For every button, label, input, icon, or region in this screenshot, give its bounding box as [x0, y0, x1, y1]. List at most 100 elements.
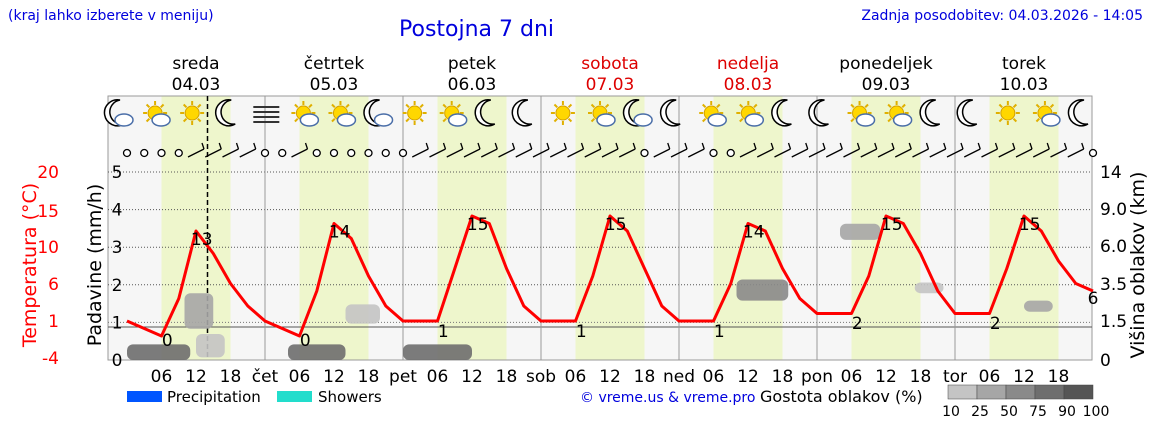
sun-ray — [405, 103, 410, 109]
sun-ray — [901, 103, 906, 109]
sun-ray — [998, 117, 1003, 123]
small-cloud — [596, 113, 616, 127]
x-tick-label: 18 — [358, 367, 380, 387]
sun-cloud-icon — [291, 101, 320, 127]
wind-barb-icon — [480, 148, 498, 158]
wind-barb-icon — [253, 142, 257, 150]
wind-barb-icon — [787, 142, 792, 150]
x-tick-label: 18 — [1048, 367, 1070, 387]
wind-barb-icon — [580, 142, 585, 150]
legend-showers-label: Showers — [318, 388, 382, 406]
wind-barb-icon — [567, 148, 584, 158]
moon-icon — [956, 99, 978, 127]
wind-barb-icon — [839, 142, 843, 150]
wind-barb-icon — [791, 148, 809, 158]
legend-cloud-swatch — [976, 384, 1007, 400]
sun-icon — [402, 101, 427, 125]
temperature-label: 6 — [1088, 289, 1099, 309]
wind-barb-icon — [511, 142, 516, 150]
y-tick-cloud-height: 0 — [1100, 351, 1111, 371]
legend-cloud-swatch — [1063, 384, 1094, 400]
y-tick-temp: 10 — [37, 238, 59, 258]
credit-link: © vreme.us & vreme.pro — [580, 390, 755, 406]
sun-ray — [850, 103, 855, 109]
sun-ray — [739, 117, 744, 123]
sun-ray — [887, 117, 892, 123]
wind-barb-icon — [912, 148, 929, 158]
moon-crescent — [956, 99, 978, 127]
wind-barb-icon — [563, 142, 567, 150]
sun-ray — [294, 117, 299, 123]
wind-calm-icon — [157, 148, 166, 158]
sun-ray — [864, 103, 869, 109]
last-updated: Zadnja posodobitev: 04.03.2026 - 14:05 — [861, 8, 1143, 24]
wind-barb-icon — [615, 142, 619, 150]
moon-crescent — [214, 99, 236, 127]
wind-barb-icon — [825, 148, 843, 158]
wind-barb-icon — [1015, 148, 1033, 158]
sun-cloud-icon — [884, 101, 913, 127]
moon-cloud-icon — [103, 99, 134, 127]
wind-barb-icon — [204, 148, 222, 158]
temperature-label: 1 — [576, 322, 587, 342]
x-tick-label: 12 — [1013, 367, 1035, 387]
wind-calm-icon — [312, 148, 321, 158]
wind-barb-icon — [977, 142, 981, 150]
sun-ray — [197, 103, 202, 109]
x-tick-label: 12 — [323, 367, 345, 387]
moon-icon — [808, 99, 829, 127]
x-tick-label: 12 — [599, 367, 621, 387]
wind-barb-icon — [874, 142, 878, 150]
day-date: 06.03 — [448, 75, 497, 95]
y-tick-temp: 1 — [48, 312, 59, 332]
wind-barb-icon — [546, 142, 550, 150]
cloud-patch — [184, 293, 214, 329]
x-day-label: čet — [252, 367, 279, 387]
day-date: 10.03 — [1000, 75, 1049, 95]
x-day-label: pet — [389, 367, 417, 387]
wind-barb-icon — [981, 148, 998, 158]
wind-barb-icon — [1081, 142, 1085, 150]
small-cloud — [151, 113, 171, 127]
cloud-patch — [1024, 300, 1053, 312]
sun-cloud-icon — [736, 101, 765, 127]
wind-barb-icon — [429, 148, 446, 158]
sun-ray — [567, 117, 573, 123]
moon-icon — [474, 99, 496, 127]
wind-barb-icon — [1012, 142, 1016, 150]
moon-crescent — [511, 99, 533, 127]
wind-calm-icon — [398, 148, 408, 158]
wind-calm-icon — [640, 148, 649, 158]
moon-icon — [214, 99, 236, 127]
y-label-precip: Padavine (mm/h) — [84, 184, 106, 347]
sun-disc — [1000, 105, 1016, 121]
x-tick-label: 18 — [220, 367, 242, 387]
wind-barb-icon — [446, 148, 464, 158]
y-tick-precip: 1 — [112, 313, 123, 333]
wind-barb-icon — [425, 142, 429, 150]
page-title: Postojna 7 dni — [399, 17, 555, 42]
fog-icon — [253, 106, 280, 123]
wind-barb-icon — [498, 148, 515, 158]
wind-barb-icon — [856, 142, 861, 150]
cloud-patch — [288, 344, 346, 360]
x-tick-label: 06 — [151, 367, 173, 387]
legend-cloud-level: 100 — [1083, 404, 1110, 420]
sun-icon — [995, 101, 1020, 125]
moon-icon — [659, 99, 681, 127]
y-label-cloud-height: Višina oblakov (km) — [1127, 172, 1149, 359]
wind-barb-icon — [774, 148, 791, 158]
wind-barb-icon — [891, 142, 895, 150]
city-hint[interactable]: (kraj lahko izberete v meniju) — [8, 8, 214, 24]
temperature-label: 15 — [1019, 215, 1041, 235]
sun-ray — [590, 117, 596, 123]
temperature-label: 0 — [162, 331, 173, 351]
moon-crescent — [659, 99, 681, 127]
y-tick-temp: -4 — [42, 349, 59, 369]
sun-ray — [850, 117, 855, 123]
wind-barb-icon — [515, 148, 533, 158]
wind-barb-icon — [929, 148, 947, 158]
y-tick-cloud-height: 6.0 — [1100, 237, 1127, 257]
wind-calm-icon — [140, 148, 149, 158]
temperature-label: 2 — [852, 314, 863, 334]
